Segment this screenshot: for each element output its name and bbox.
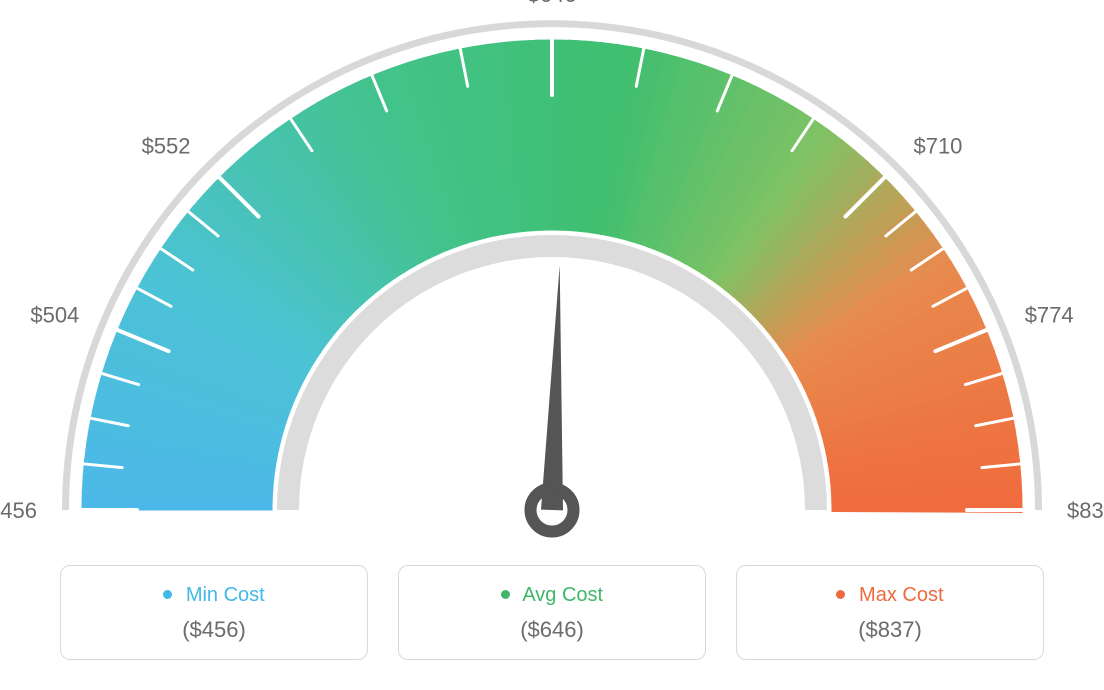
cost-gauge-chart: $456 $504 $552 $646 $710 $774 $837 Min Cost ($…	[0, 0, 1104, 690]
max-cost-title: Max Cost	[747, 584, 1033, 607]
gauge-tick-label: $774	[1025, 302, 1074, 327]
avg-cost-title: Avg Cost	[409, 584, 695, 607]
avg-cost-label: Avg Cost	[522, 584, 603, 606]
gauge-tick-label: $504	[30, 302, 79, 327]
gauge-tick-label: $646	[528, 0, 577, 7]
gauge-tick-label: $837	[1067, 498, 1104, 523]
gauge-tick-label: $552	[142, 134, 191, 159]
avg-cost-dot	[501, 590, 510, 599]
avg-cost-value: ($646)	[409, 617, 695, 643]
gauge-tick-label: $710	[913, 134, 962, 159]
min-cost-label: Min Cost	[186, 584, 265, 606]
avg-cost-card: Avg Cost ($646)	[398, 565, 706, 660]
legend-cards: Min Cost ($456) Avg Cost ($646) Max Cost…	[60, 565, 1044, 660]
max-cost-dot	[836, 590, 845, 599]
max-cost-label: Max Cost	[859, 584, 943, 606]
min-cost-title: Min Cost	[71, 584, 357, 607]
min-cost-value: ($456)	[71, 617, 357, 643]
gauge-area: $456 $504 $552 $646 $710 $774 $837	[0, 0, 1104, 560]
gauge-tick-label: $456	[0, 498, 37, 523]
min-cost-card: Min Cost ($456)	[60, 565, 368, 660]
min-cost-dot	[163, 590, 172, 599]
gauge-needle	[541, 265, 563, 510]
max-cost-card: Max Cost ($837)	[736, 565, 1044, 660]
max-cost-value: ($837)	[747, 617, 1033, 643]
